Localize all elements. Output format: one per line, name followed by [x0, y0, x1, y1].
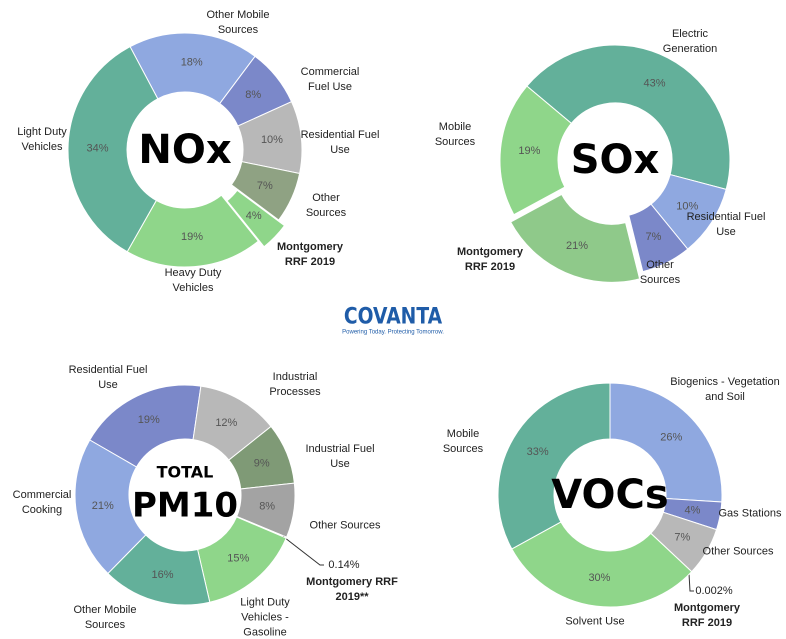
value-label: 8% — [259, 501, 275, 513]
slice — [230, 161, 301, 221]
category-label: Residential Fuel Use — [300, 129, 380, 156]
center-title: PM10 — [132, 486, 238, 526]
category-label: Heavy Duty Vehicles — [164, 267, 222, 294]
value-label: 4% — [685, 505, 701, 517]
category-label: Electric Generation — [662, 28, 718, 55]
value-label: 18% — [181, 57, 203, 69]
value-label: 26% — [660, 431, 682, 443]
slice — [526, 44, 731, 190]
slice — [628, 203, 689, 273]
category-label: Industrial Fuel Use — [305, 443, 375, 470]
value-label: 8% — [245, 89, 261, 101]
value-label: 19% — [181, 231, 203, 243]
slice — [226, 189, 286, 248]
category-label: Mobile Sources — [434, 121, 476, 148]
value-label: 43% — [644, 78, 666, 90]
category-label: Other Sources — [305, 192, 347, 219]
value-label: 15% — [227, 553, 249, 565]
category-label: Light Duty Vehicles — [17, 126, 67, 153]
leader-line — [688, 568, 694, 592]
center-title: VOCs — [551, 472, 668, 518]
category-label: Other Mobile Sources — [206, 9, 270, 36]
category-label: Commercial Fuel Use — [300, 66, 360, 93]
logo-name: COVANTA — [343, 304, 443, 330]
value-label: 21% — [92, 500, 114, 512]
category-label: Montgomery RRF 2019 — [457, 246, 523, 273]
value-label: 30% — [588, 572, 610, 584]
category-label: Montgomery RRF 2019 — [277, 241, 343, 268]
value-label: 16% — [151, 569, 173, 581]
slice — [74, 439, 147, 575]
category-label: Light Duty Vehicles - Gasoline — [240, 596, 290, 639]
value-label: 34% — [86, 143, 108, 155]
center-title: NOx — [138, 127, 231, 173]
center-title-top: TOTAL — [157, 463, 214, 482]
logo-tagline: Powering Today. Protecting Tomorrow. — [342, 329, 444, 336]
category-label: Other Sources — [309, 519, 381, 532]
category-label: Residential Fuel Use — [68, 364, 148, 391]
category-label: Residential Fuel Use — [686, 211, 766, 238]
category-label: Montgomery RRF 2019 — [674, 602, 740, 629]
value-label: 0.002% — [695, 585, 733, 597]
value-label: 9% — [254, 457, 270, 469]
slice — [609, 382, 723, 503]
slice — [499, 85, 573, 216]
value-label: 7% — [646, 231, 662, 243]
category-label: Solvent Use — [565, 615, 625, 628]
value-label: 7% — [674, 532, 690, 544]
slice — [89, 384, 202, 468]
value-label: 10% — [676, 200, 698, 212]
slice — [497, 382, 611, 550]
category-label: Gas Stations — [718, 507, 782, 520]
value-label: 12% — [215, 417, 237, 429]
category-label: Biogenics - Vegetation and Soil — [670, 376, 780, 403]
value-label: 19% — [518, 145, 540, 157]
category-label: Other Sources — [639, 259, 681, 286]
slice — [509, 193, 641, 283]
category-label: Commercial Cooking — [12, 489, 72, 516]
center-title: SOx — [571, 137, 660, 183]
value-label: 21% — [566, 240, 588, 252]
value-label: 7% — [257, 180, 273, 192]
category-label: Industrial Processes — [269, 371, 321, 398]
value-label: 33% — [527, 446, 549, 458]
value-label: 19% — [138, 414, 160, 426]
category-label: Mobile Sources — [442, 428, 484, 455]
slice — [126, 194, 260, 268]
leader-line — [282, 535, 324, 566]
category-label: Other Sources — [702, 545, 774, 558]
category-label: Montgomery RRF 2019** — [306, 576, 398, 603]
category-label: Other Mobile Sources — [73, 604, 137, 631]
value-label: 0.14% — [328, 559, 359, 571]
value-label: 10% — [261, 134, 283, 146]
slice — [511, 521, 693, 608]
logo: COVANTA Powering Today. Protecting Tomor… — [335, 305, 451, 336]
slice — [67, 46, 159, 253]
value-label: 4% — [246, 210, 262, 222]
